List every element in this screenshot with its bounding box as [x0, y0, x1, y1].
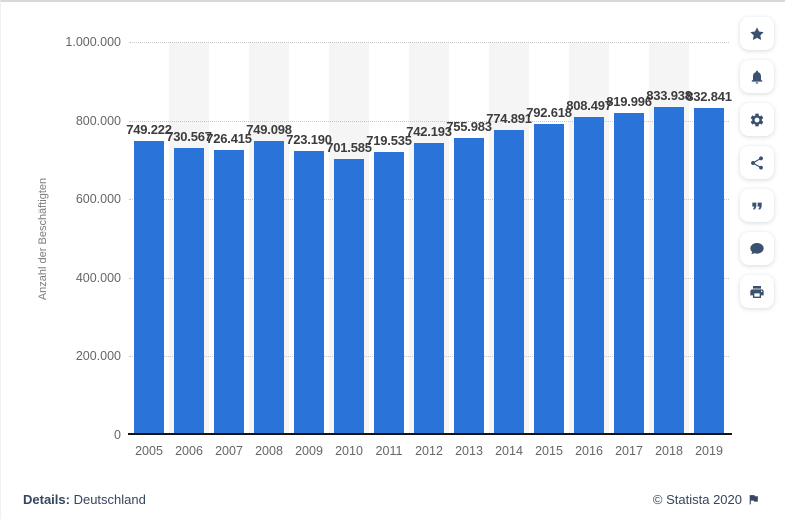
share-button[interactable] [740, 146, 774, 179]
bar-value-label: 730.567 [166, 128, 212, 144]
bar-value-label: 755.983 [446, 118, 492, 134]
settings-button[interactable] [740, 103, 774, 136]
bar[interactable] [334, 159, 364, 435]
bar[interactable] [174, 147, 204, 435]
x-axis-tick-label: 2008 [255, 444, 283, 458]
bar-value-label: 719.535 [366, 133, 412, 149]
bar[interactable] [374, 152, 404, 435]
details-text: Details: Deutschland [23, 492, 146, 507]
gear-icon [750, 113, 764, 126]
x-axis-tick-label: 2016 [575, 444, 603, 458]
bar[interactable] [654, 107, 684, 435]
star-icon [750, 26, 764, 40]
x-axis-tick-label: 2014 [495, 444, 523, 458]
x-axis-tick-label: 2010 [335, 444, 363, 458]
print-button[interactable] [740, 275, 774, 308]
bar-value-label: 749.098 [246, 121, 292, 137]
notification-button[interactable] [740, 60, 774, 93]
y-axis-tick-label: 200.000 [75, 349, 121, 364]
bell-icon [751, 70, 763, 84]
details-value: Deutschland [69, 492, 146, 507]
x-axis-tick-label: 2013 [455, 444, 483, 458]
bar-value-label: 701.585 [326, 140, 372, 156]
bar[interactable] [214, 149, 244, 435]
x-axis-tick-label: 2017 [615, 444, 643, 458]
x-axis-tick-label: 2006 [175, 444, 203, 458]
bar-value-label: 833.938 [646, 88, 692, 104]
copyright-text: © Statista 2020 [652, 492, 742, 507]
bar-value-label: 774.891 [486, 111, 532, 127]
y-axis-tick-label: 400.000 [75, 270, 121, 285]
x-axis-tick-label: 2005 [135, 444, 163, 458]
x-axis-tick-label: 2015 [535, 444, 563, 458]
y-axis-tick-label: 800.000 [75, 113, 121, 128]
favorite-button[interactable] [740, 17, 774, 50]
bar-value-label: 726.415 [206, 130, 252, 146]
details-label: Details: [23, 492, 70, 507]
bar-value-label: 749.222 [126, 121, 172, 137]
bar[interactable] [614, 112, 644, 435]
y-axis-title: Anzahl der Beschäftigten [37, 177, 49, 301]
comment-button[interactable] [740, 232, 774, 265]
comment-icon [750, 242, 764, 254]
gridline [129, 120, 729, 122]
copyright: © Statista 2020 [653, 492, 760, 507]
x-axis-tick-label: 2011 [375, 444, 403, 458]
quote-icon [752, 202, 762, 209]
bar-value-label: 819.996 [606, 93, 652, 109]
x-axis-tick-label: 2009 [295, 444, 323, 458]
bar[interactable] [454, 137, 484, 435]
bar[interactable] [294, 150, 324, 435]
flag-icon [749, 495, 758, 505]
y-axis-tick-label: 0 [114, 428, 121, 442]
citation-button[interactable] [740, 189, 774, 222]
share-icon [751, 155, 763, 170]
bar-value-label: 832.841 [686, 88, 732, 104]
bar[interactable] [574, 117, 604, 435]
bar[interactable] [254, 140, 284, 435]
x-axis-tick-label: 2007 [215, 444, 243, 458]
bar[interactable] [414, 143, 444, 435]
bar-value-label: 723.190 [286, 131, 332, 147]
x-axis-line [128, 433, 732, 435]
gridline [129, 42, 729, 43]
y-axis-tick-label: 600.000 [75, 192, 121, 207]
action-sidebar [740, 17, 774, 308]
y-axis-tick-label: 1.000.000 [65, 35, 121, 49]
bar[interactable] [694, 107, 724, 435]
print-icon [750, 285, 764, 298]
bar[interactable] [134, 140, 164, 435]
bar-value-label: 808.497 [566, 98, 612, 114]
bar-value-label: 792.618 [526, 104, 572, 120]
x-axis-tick-label: 2018 [655, 444, 683, 458]
bar[interactable] [494, 130, 524, 435]
x-axis-tick-label: 2012 [415, 444, 443, 458]
bar[interactable] [534, 123, 564, 435]
x-axis-tick-label: 2019 [695, 444, 723, 458]
bar-value-label: 742.193 [406, 124, 452, 140]
